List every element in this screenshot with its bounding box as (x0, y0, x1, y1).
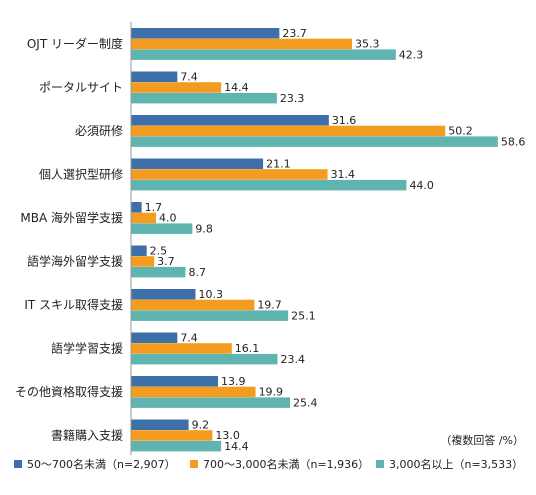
bar-series-2 (131, 82, 222, 93)
bar-series-2 (131, 386, 256, 398)
bar-series-2 (131, 38, 352, 50)
data-label: 14.4 (224, 81, 249, 94)
bar-series-3 (131, 440, 222, 452)
data-label: 9.2 (192, 419, 210, 432)
bar-series-3 (131, 310, 289, 321)
data-label: 14.4 (224, 440, 249, 453)
bar-series-3 (131, 136, 498, 147)
data-label: 2.5 (150, 245, 168, 258)
bar-series-2 (131, 169, 328, 180)
legend-label: 3,000名以上（n=3,533） (389, 457, 523, 471)
category-label: その他資格取得支援 (15, 384, 123, 399)
data-label: 23.3 (280, 92, 305, 105)
bar-series-2 (131, 299, 255, 311)
data-label: 23.7 (282, 27, 307, 40)
data-label: 44.0 (409, 179, 434, 192)
category-label: 語学海外留学支援 (27, 253, 123, 268)
data-label: 13.0 (215, 429, 240, 442)
bar-series-2 (131, 212, 157, 224)
unit-note: （複数回答 /%） (440, 433, 524, 447)
data-label: 50.2 (448, 125, 473, 138)
legend-label: 50～700名未満（n=2,907） (27, 457, 176, 471)
data-label: 21.1 (266, 158, 291, 171)
data-label: 19.9 (259, 386, 284, 399)
bar-series-1 (131, 28, 280, 39)
bar-series-3 (131, 266, 186, 278)
bar-series-2 (131, 430, 213, 441)
bar-series-3 (131, 179, 407, 191)
bar-series-1 (131, 419, 189, 430)
data-label: 4.0 (159, 212, 177, 225)
data-label: 19.7 (257, 299, 282, 312)
data-label: 23.4 (280, 353, 305, 366)
data-label: 42.3 (399, 48, 424, 61)
data-label: 25.1 (291, 309, 316, 322)
data-label: 7.4 (180, 71, 198, 84)
data-label: 31.6 (332, 114, 357, 127)
category-label: 書籍購入支援 (51, 427, 123, 442)
category-label: 個人選択型研修 (39, 166, 123, 181)
bar-series-1 (131, 289, 196, 300)
bar-series-1 (131, 158, 264, 169)
category-label: 語学学習支援 (51, 340, 123, 355)
bar-series-3 (131, 92, 277, 104)
bar-series-2 (131, 343, 232, 354)
data-label: 8.7 (188, 266, 206, 279)
legend-label: 700～3,000名未満（n=1,936） (203, 457, 369, 471)
bar-series-1 (131, 71, 178, 82)
bar-series-3 (131, 49, 396, 60)
bar-series-1 (131, 376, 219, 387)
data-label: 25.4 (293, 396, 318, 409)
category-label: OJT リーダー制度 (27, 36, 123, 51)
data-label: 1.7 (145, 201, 163, 214)
data-label: 10.3 (198, 288, 223, 301)
legend-swatch (190, 460, 198, 468)
legend-swatch (14, 460, 22, 468)
bar-series-1 (131, 332, 178, 343)
bar-series-2 (131, 256, 155, 267)
data-label: 13.9 (221, 375, 246, 388)
data-label: 35.3 (355, 38, 380, 51)
category-label: ポータルサイト (39, 80, 123, 94)
data-label: 58.6 (501, 135, 526, 148)
data-label: 7.4 (180, 332, 198, 345)
category-label: MBA 海外留学支援 (20, 210, 123, 225)
legend-swatch (376, 460, 384, 468)
category-label: IT スキル取得支援 (24, 297, 123, 312)
data-label: 31.4 (331, 168, 356, 181)
bar-series-2 (131, 125, 446, 137)
category-label: 必須研修 (75, 123, 123, 138)
legend: 50～700名未満（n=2,907） 700～3,000名未満（n=1,936） 3… (14, 457, 523, 471)
bar-series-3 (131, 223, 193, 234)
data-label: 9.8 (195, 222, 213, 235)
bar-series-3 (131, 353, 278, 365)
data-label: 3.7 (157, 255, 175, 268)
bar-series-1 (131, 202, 142, 213)
data-label: 16.1 (235, 342, 260, 355)
bar-series-3 (131, 397, 291, 408)
bar-series-1 (131, 245, 147, 256)
bar-series-1 (131, 115, 329, 126)
